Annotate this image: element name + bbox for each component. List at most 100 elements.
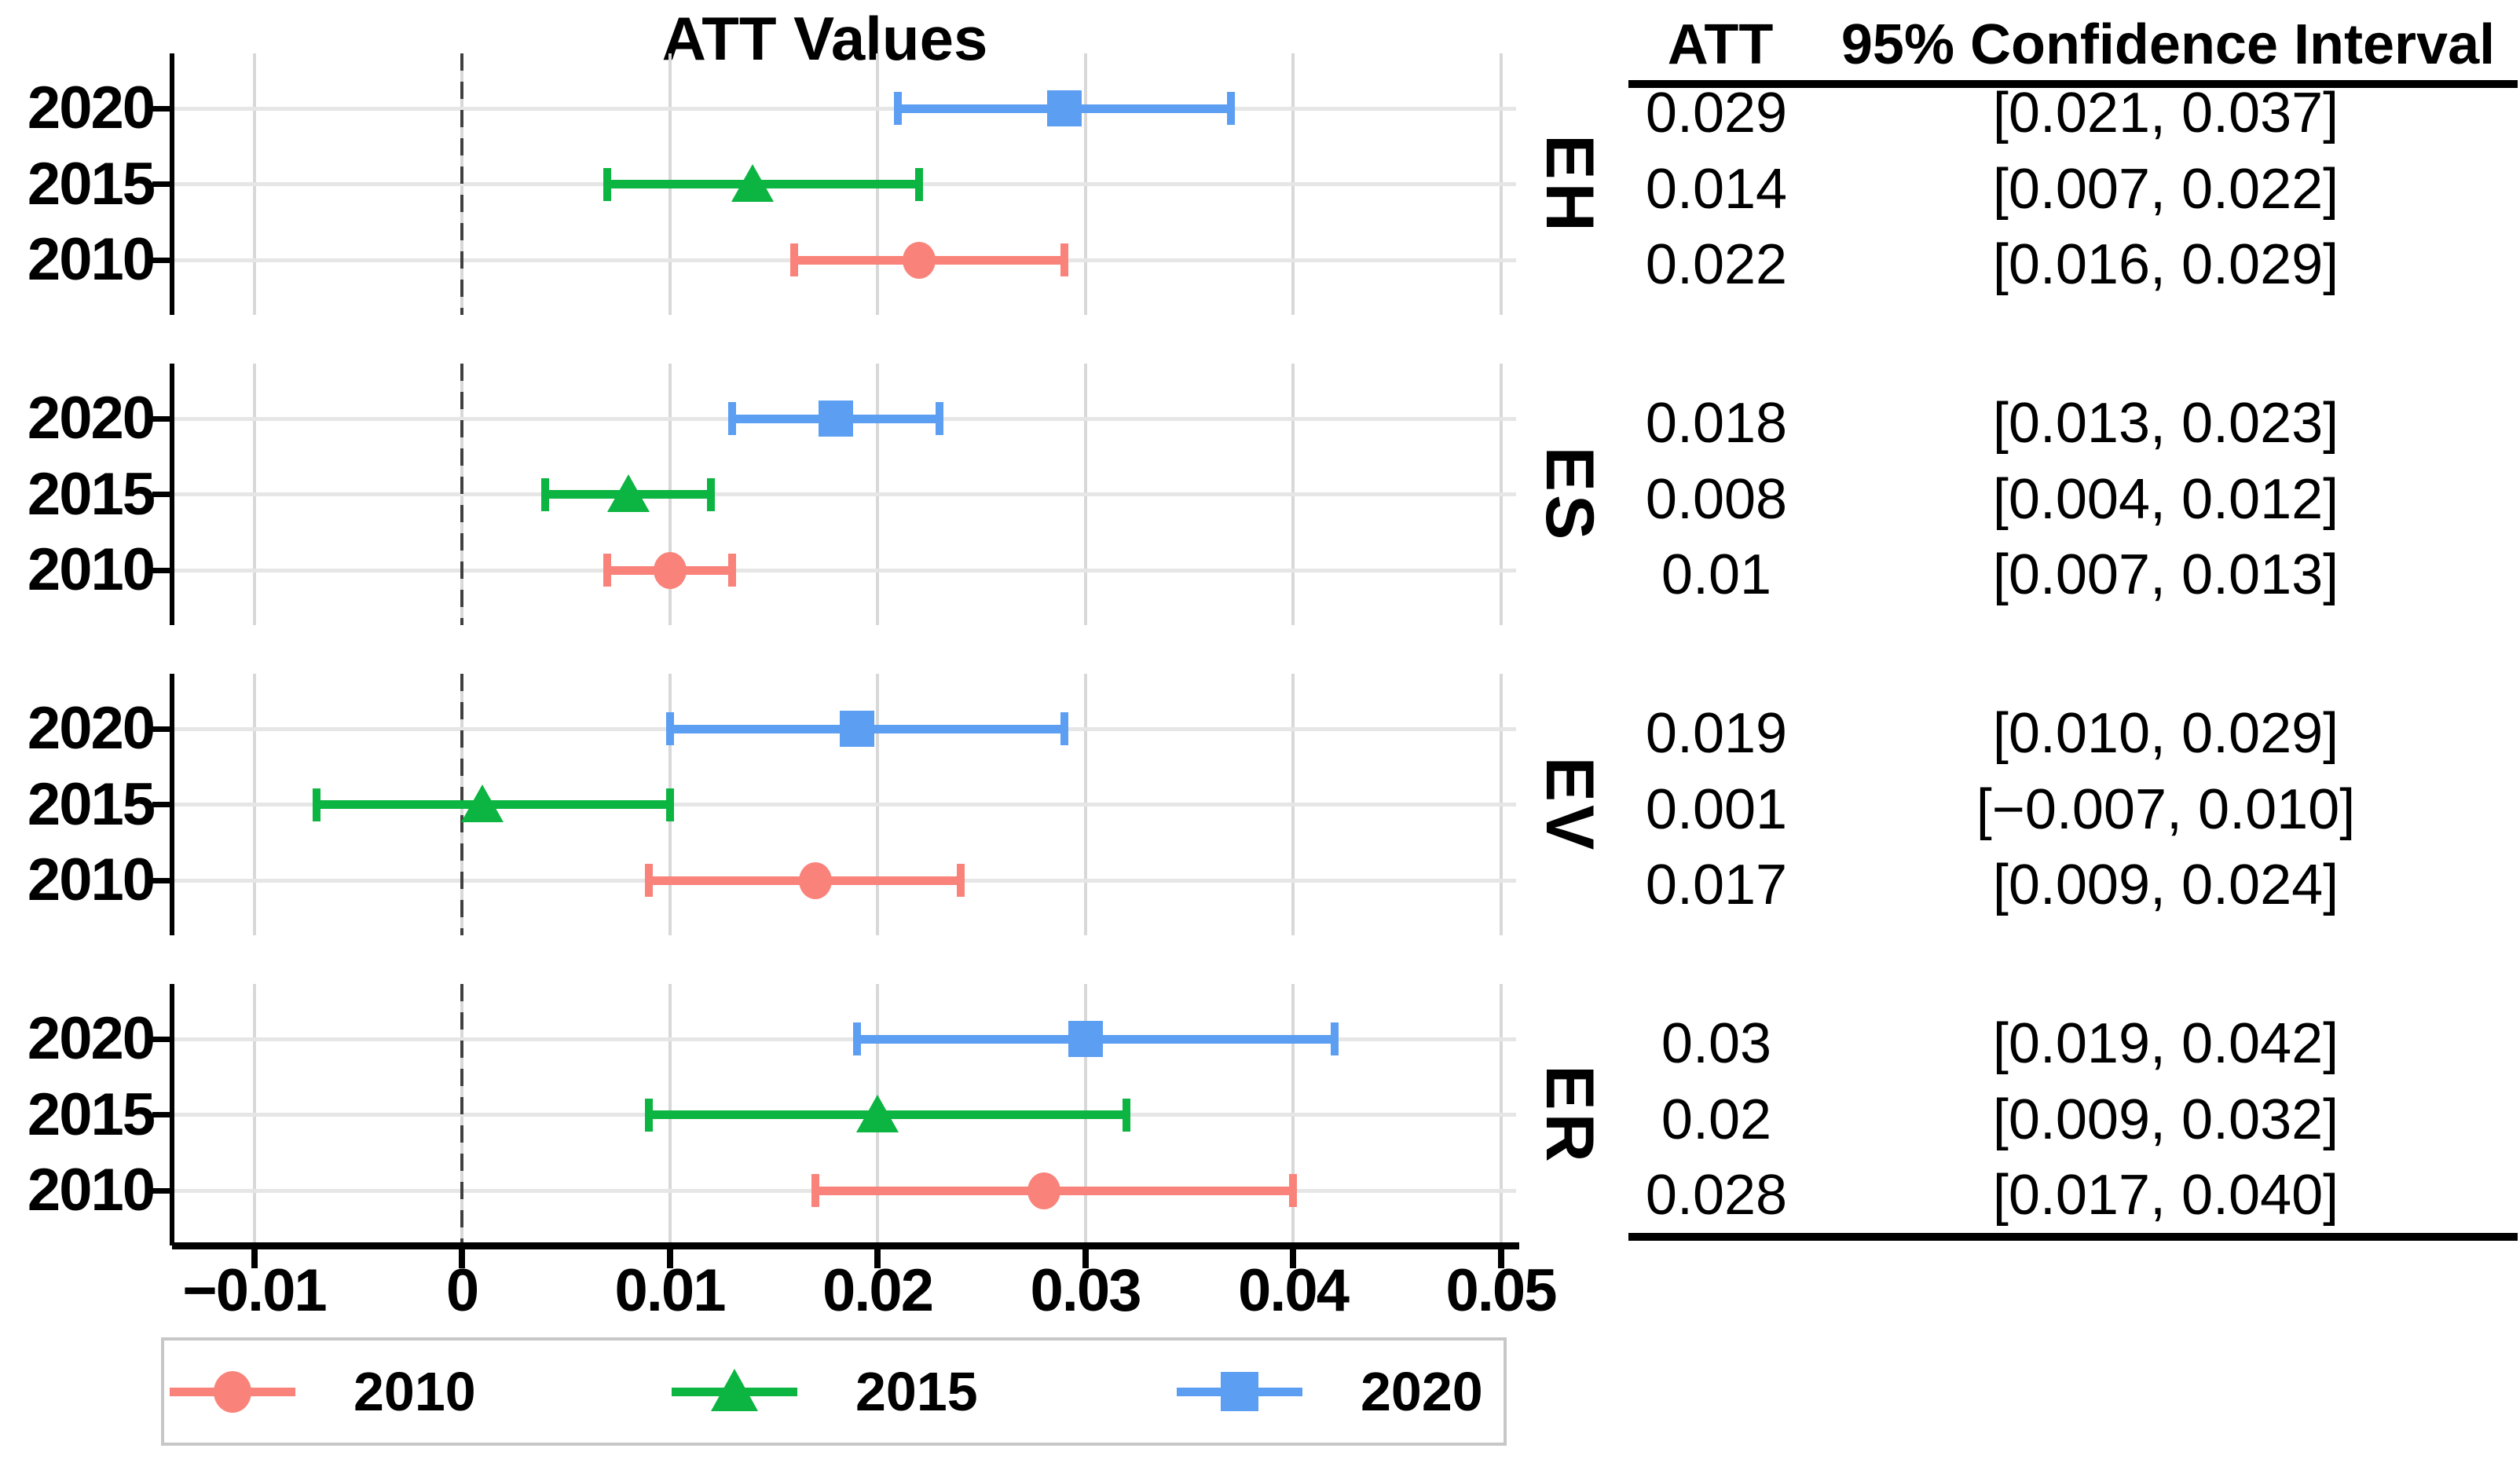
x-axis-tick-label: 0 [445, 1257, 479, 1324]
chart-title: ATT Values [661, 4, 988, 73]
y-axis-tick [152, 1112, 171, 1117]
marker-circle-2010 [798, 861, 832, 899]
table-att-value: 0.019 [1645, 702, 1788, 765]
facet-label-er: ER [1532, 1064, 1607, 1165]
table-ci-value: [0.019, 0.042] [1992, 1012, 2339, 1075]
errorbar-cap-left [603, 167, 612, 201]
legend-marker-circle-2010 [214, 1370, 251, 1413]
y-axis-tick [152, 1036, 171, 1042]
errorbar-cap-right [936, 402, 944, 435]
table-att-value: 0.029 [1645, 82, 1788, 144]
errorbar-cap-right [914, 167, 923, 201]
zero-reference-line [460, 984, 463, 1245]
y-axis-tick [152, 492, 171, 497]
x-axis-tick-label: 0.04 [1238, 1257, 1350, 1324]
x-axis-tick [874, 1249, 881, 1268]
table-ci-value: [0.009, 0.024] [1992, 854, 2339, 916]
y-axis-tick [152, 726, 171, 732]
errorbar-cap-left [811, 1174, 819, 1207]
x-axis-tick [1082, 1249, 1089, 1268]
errorbar-cap-left [727, 402, 736, 435]
marker-triangle-2015 [856, 1094, 899, 1132]
y-axis-tick [152, 105, 171, 112]
marker-square-2020 [839, 711, 874, 747]
y-axis-line [170, 53, 174, 315]
table-header-ci: 95% Confidence Interval [1841, 13, 2496, 76]
errorbar-cap-left [603, 554, 612, 587]
table-att-value: 0.01 [1661, 543, 1772, 606]
y-axis-line [170, 674, 174, 935]
legend-label-2020: 2020 [1361, 1361, 1483, 1422]
table-ci-value: [0.016, 0.029] [1992, 233, 2339, 296]
y-axis-label: 2020 [27, 695, 156, 762]
legend-marker-square-2020 [1221, 1372, 1258, 1411]
y-axis-label: 2020 [27, 385, 156, 452]
table-ci-value: [0.009, 0.032] [1992, 1088, 2339, 1151]
row-gridline [174, 803, 1516, 806]
row-gridline [174, 106, 1516, 111]
x-axis-tick-label: 0.05 [1445, 1257, 1558, 1324]
x-axis-line [172, 1242, 1519, 1249]
zero-reference-line [460, 364, 463, 625]
errorbar-cap-left [540, 477, 549, 511]
x-axis-tick [459, 1249, 465, 1268]
x-axis-tick-label: 0.02 [822, 1257, 934, 1324]
errorbar-cap-left [852, 1022, 861, 1055]
errorbar-cap-left [312, 788, 320, 821]
y-axis-tick [152, 567, 171, 573]
x-axis-tick [251, 1249, 258, 1268]
y-axis-label: 2020 [27, 75, 156, 141]
table-ci-value: [0.007, 0.022] [1992, 157, 2339, 221]
errorbar-cap-right [956, 864, 965, 897]
errorbar-cap-right [1060, 712, 1069, 745]
zero-reference-line [460, 53, 463, 315]
legend-label-2010: 2010 [353, 1361, 476, 1422]
table-att-value: 0.02 [1661, 1088, 1772, 1151]
legend-marker-triangle-2015 [711, 1369, 758, 1411]
errorbar-cap-right [1289, 1174, 1297, 1207]
y-axis-tick [152, 415, 171, 422]
table-att-value: 0.017 [1645, 854, 1788, 916]
marker-circle-2010 [653, 551, 687, 589]
table-ci-value: [0.013, 0.023] [1992, 392, 2339, 455]
errorbar-cap-left [790, 243, 799, 276]
table-att-value: 0.022 [1645, 233, 1788, 296]
table-ci-value: [0.007, 0.013] [1992, 543, 2339, 606]
errorbar-cap-right [1330, 1022, 1339, 1055]
y-axis-tick [152, 877, 171, 883]
y-axis-label: 2020 [27, 1005, 156, 1072]
y-axis-label: 2010 [27, 1157, 156, 1223]
errorbar-cap-right [1123, 1098, 1131, 1132]
table-att-value: 0.028 [1645, 1164, 1788, 1227]
errorbar-cap-left [894, 92, 903, 125]
y-axis-line [170, 364, 174, 625]
marker-square-2020 [819, 401, 854, 437]
y-axis-label: 2010 [27, 536, 156, 603]
marker-square-2020 [1047, 90, 1082, 126]
x-axis-tick [1290, 1249, 1296, 1268]
table-att-value: 0.018 [1645, 392, 1788, 455]
table-header-att: ATT [1667, 13, 1774, 76]
row-gridline [174, 1037, 1516, 1041]
facet-label-es: ES [1532, 446, 1607, 543]
table-bottom-rule [1628, 1233, 2518, 1241]
table-att-value: 0.008 [1645, 467, 1788, 531]
x-axis-tick [666, 1249, 673, 1268]
table-att-value: 0.03 [1661, 1012, 1772, 1075]
row-gridline [174, 492, 1516, 496]
legend-label-2015: 2015 [855, 1361, 978, 1422]
y-axis-tick [152, 181, 171, 187]
y-axis-tick [152, 257, 171, 263]
y-axis-label: 2010 [27, 226, 156, 293]
x-axis-tick-label: 0.01 [614, 1257, 727, 1324]
table-ci-value: [0.004, 0.012] [1992, 467, 2339, 531]
y-axis-label: 2015 [27, 460, 156, 528]
y-axis-line [170, 984, 174, 1245]
table-att-value: 0.014 [1645, 157, 1788, 221]
table-ci-value: [0.021, 0.037] [1992, 82, 2339, 144]
marker-square-2020 [1068, 1021, 1103, 1057]
errorbar-cap-right [707, 477, 716, 511]
y-axis-label: 2015 [27, 150, 156, 218]
errorbar-cap-right [1060, 243, 1069, 276]
